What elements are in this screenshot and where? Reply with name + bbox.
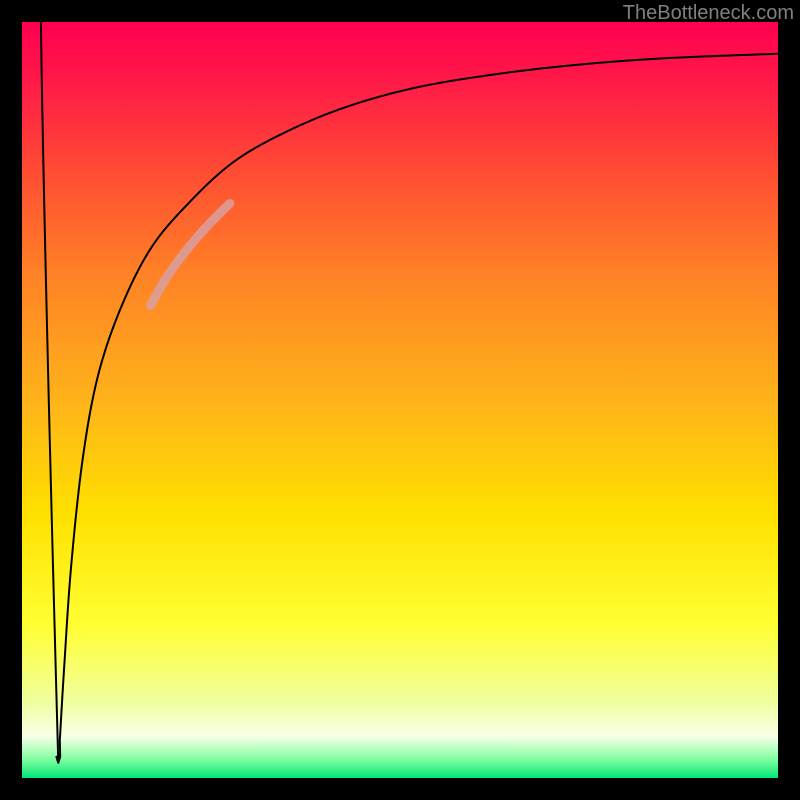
chart-svg <box>0 0 800 800</box>
plot-gradient-background <box>22 22 778 778</box>
chart-container: TheBottleneck.com <box>0 0 800 800</box>
